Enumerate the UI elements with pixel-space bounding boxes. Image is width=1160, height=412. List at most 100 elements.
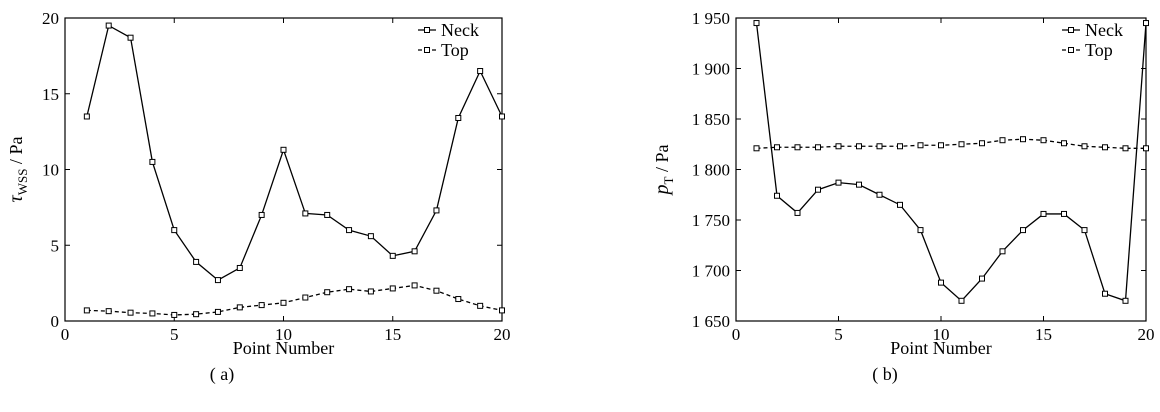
data-point-top (815, 144, 821, 151)
legend-marker-top (424, 47, 430, 53)
data-point-top (856, 143, 862, 150)
data-point-neck (835, 179, 842, 186)
data-point-neck (302, 210, 309, 217)
x-tick-label: 15 (384, 325, 401, 344)
data-point-neck (774, 192, 780, 199)
legend-marker-neck (424, 27, 430, 33)
legend-label-neck: Neck (1085, 20, 1123, 40)
data-point-top (302, 294, 309, 301)
data-point-top (835, 143, 842, 150)
y-axis-title: pT / Pa (651, 145, 676, 197)
data-point-neck (258, 211, 265, 218)
series-neck (83, 22, 505, 284)
data-point-neck (346, 227, 353, 234)
data-point-top (794, 144, 801, 151)
data-point-top (753, 145, 760, 152)
plot-frame (64, 17, 503, 322)
data-point-neck (1061, 210, 1067, 217)
data-point-neck (149, 158, 156, 165)
data-point-top (214, 308, 221, 315)
data-point-top (455, 296, 462, 303)
data-point-top (1061, 140, 1067, 147)
data-point-neck (1081, 227, 1088, 234)
plot-frame (735, 17, 1147, 322)
data-point-neck (979, 275, 985, 282)
data-point-neck (433, 207, 440, 214)
data-point-neck (324, 211, 331, 218)
data-point-neck (214, 277, 221, 284)
data-point-top (499, 307, 505, 314)
data-point-neck (938, 279, 944, 286)
data-point-neck (477, 68, 484, 75)
data-point-neck (105, 22, 112, 29)
legend-label-neck: Neck (441, 20, 479, 40)
x-axis-title: Point Number (233, 338, 335, 358)
x-tick-label: 20 (1138, 325, 1155, 344)
data-point-neck (193, 258, 200, 265)
data-point-top (979, 140, 985, 147)
data-point-neck (1143, 20, 1149, 27)
data-point-top (433, 287, 440, 294)
x-axis-title: Point Number (890, 338, 992, 358)
data-point-neck (794, 209, 801, 216)
y-tick-label: 1 750 (692, 211, 730, 230)
series-line-top (756, 138, 1146, 149)
data-point-top (127, 309, 134, 316)
legend-marker-top (1068, 47, 1074, 53)
panel-caption: ( a) (210, 364, 234, 385)
legend-label-top: Top (1085, 40, 1113, 60)
data-point-top (1143, 145, 1149, 152)
legend-label-top: Top (441, 40, 469, 60)
data-point-neck (455, 114, 462, 121)
data-point-top (367, 288, 374, 295)
data-point-neck (917, 227, 924, 234)
data-point-neck (897, 201, 903, 208)
data-point-neck (1040, 210, 1047, 217)
x-tick-label: 0 (61, 325, 70, 344)
data-point-top (999, 137, 1006, 144)
data-point-neck (411, 248, 418, 255)
data-point-top (411, 282, 418, 289)
panel-caption: ( b) (872, 364, 898, 385)
data-point-top (774, 144, 780, 151)
data-point-top (105, 308, 112, 315)
y-tick-label: 15 (42, 85, 59, 104)
data-point-top (258, 302, 265, 309)
series-line-top (86, 284, 503, 316)
data-point-top (897, 143, 903, 150)
data-point-neck (127, 34, 134, 41)
data-point-top (938, 142, 944, 149)
data-point-neck (753, 20, 760, 27)
data-point-neck (83, 113, 90, 120)
data-point-neck (367, 233, 374, 240)
x-tick-label: 5 (170, 325, 179, 344)
y-tick-label: 1 700 (692, 262, 730, 281)
y-tick-label: 10 (42, 161, 59, 180)
data-point-top (917, 142, 924, 149)
data-point-top (1122, 145, 1129, 152)
data-point-neck (876, 191, 883, 198)
data-point-top (346, 286, 353, 293)
data-point-top (149, 310, 156, 317)
y-tick-label: 0 (51, 312, 60, 331)
data-point-neck (499, 113, 505, 120)
data-point-top (1102, 144, 1108, 151)
x-tick-label: 10 (275, 325, 292, 344)
x-tick-label: 5 (834, 325, 843, 344)
series-top (83, 282, 505, 318)
data-point-neck (1102, 290, 1108, 297)
data-point-neck (389, 252, 396, 259)
y-tick-label: 5 (51, 236, 60, 255)
data-point-top (958, 141, 965, 148)
y-tick-label: 1 650 (692, 312, 730, 331)
data-point-top (236, 304, 243, 311)
x-tick-label: 15 (1035, 325, 1052, 344)
series-line-neck (755, 22, 1147, 302)
data-point-neck (1020, 227, 1026, 234)
legend-marker-neck (1068, 27, 1074, 33)
series-line-neck (86, 24, 503, 281)
data-point-top (389, 285, 396, 292)
y-tick-label: 1 900 (692, 60, 730, 79)
y-axis-title: τWSS / Pa (5, 137, 30, 203)
